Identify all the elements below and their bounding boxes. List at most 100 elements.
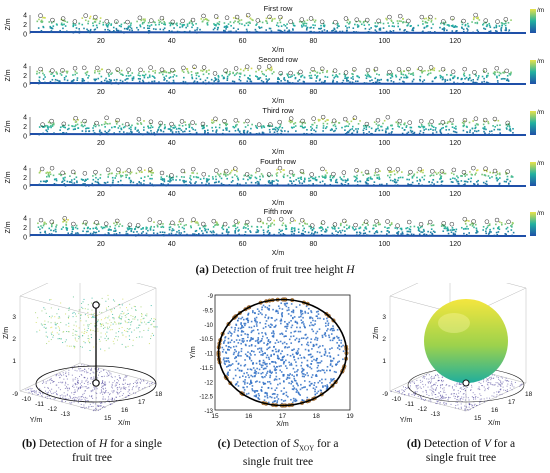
z-tick-label: 2 [12,336,16,343]
row-title: Fourth row [260,157,296,166]
x-tick-label: 20 [97,89,105,96]
x-tick-label: 18 [313,413,321,420]
caption-c-line2: single fruit tree [242,456,314,469]
y-tick-label: -13 [204,409,213,415]
y-tick-label: 0 [23,134,27,141]
x-tick-label: 18 [525,391,533,398]
caption-a-symbol: H [346,264,355,276]
caption-b-symbol: H [99,438,108,450]
colorbar [530,162,536,186]
colorbar [530,212,536,236]
x-tick-label: 20 [97,38,105,45]
x-tick-label: 40 [168,38,176,45]
colorbar-label: /m [537,160,544,167]
colorbar [530,111,536,135]
axis-box-edge [19,295,97,317]
y-tick-label: 0 [23,185,27,192]
caption-d: (d) Detection of V for a single fruit tr… [372,437,550,465]
x-tick-label: 15 [474,415,482,422]
row-chart-5: Fifth row 0 2 4 Z/m 20 40 60 80 100 120 X/m/m [5,207,544,257]
x-tick-label: 60 [239,140,247,147]
colorbar-label: /m [537,7,544,14]
x-tick-label: 60 [239,38,247,45]
caption-a: (a) Detection of fruit tree height H [0,263,550,277]
y-tick-label: -9 [382,391,388,398]
x-tick-label: 40 [168,191,176,198]
y-tick-label: -9.5 [203,308,214,314]
axis-box-edge [95,287,157,317]
y-tick-label: 0 [23,83,27,90]
y-tick-label: -9 [12,391,18,398]
caption-b: (b) Detection of H for a single fruit tr… [2,437,182,465]
y-tick-label: 2 [23,22,27,29]
caption-b-line1b: for a single [110,438,162,450]
row-title: First row [264,4,293,13]
x-tick-label: 20 [97,241,105,248]
x-axis-label: X/m [272,149,285,156]
colorbar [530,60,536,84]
ground-line [29,82,527,85]
x-tick-label: 80 [310,38,318,45]
y-tick-label: -11 [35,401,44,408]
row-title: Second row [258,55,298,64]
y-tick-label: 4 [23,166,27,173]
x-axis-label: X/m [272,98,285,105]
bottom-marker [92,379,100,387]
y-axis-label: Z/m [5,120,12,132]
axis-box-edge [389,283,419,297]
z-axis-label: Z/m [373,327,380,339]
caption-b-line2: fruit tree [72,452,112,464]
x-tick-label: 120 [449,38,461,45]
axis-box-edge [506,283,527,289]
row-title: Fifth row [264,207,293,216]
x-tick-label: 15 [104,415,112,422]
x-tick-label: 60 [239,89,247,96]
caption-c: (c) Detection of SXOY for a single fruit… [188,437,368,469]
tree-points [37,216,515,237]
ground-line [29,31,527,34]
ground-line [29,234,527,237]
z-tick-label: 3 [382,314,386,321]
row-chart-4: Fourth row 0 2 4 Z/m 20 40 60 80 100 120 X/m/m [5,157,544,207]
caption-c-symbol: S [293,438,299,450]
x-tick-label: 18 [155,391,163,398]
y-tick-label: 4 [23,64,27,71]
x-axis-label: X/m [272,47,285,54]
x-tick-label: 17 [138,399,146,406]
axis-box-edge [19,283,49,297]
caption-d-line2: single fruit tree [425,452,497,464]
x-tick-label: 16 [491,407,499,414]
row-chart-3: Third row 0 2 4 Z/m 20 40 60 80 100 120 X/m/m [5,106,544,156]
x-tick-label: 15 [211,413,219,420]
y-tick-label: -10 [22,396,32,403]
axis-box-edge [136,283,157,289]
x-tick-label: 16 [245,413,253,420]
caption-c-sub: XOY [299,444,315,453]
y-tick-label: -11.5 [200,366,214,372]
y-tick-label: -11 [405,401,414,408]
x-tick-label: 80 [310,89,318,96]
y-axis-label: Y/m [400,417,413,424]
y-tick-label: 2 [23,124,27,131]
x-axis-label: X/m [272,250,285,257]
caption-c-tag: (c) [217,438,231,450]
x-tick-label: 17 [508,399,516,406]
tree-points [38,165,514,187]
y-tick-label: 4 [23,216,27,223]
y-axis-label: Z/m [5,18,12,30]
caption-d-symbol: V [483,438,491,450]
caption-d-line1: Detection of [423,438,481,450]
x-tick-label: 120 [449,89,461,96]
x-axis-label: X/m [118,420,131,427]
caption-d-tag: (d) [406,438,421,450]
y-tick-label: -12.5 [199,395,213,401]
y-tick-label: -10.5 [199,337,213,343]
y-tick-label: -12 [204,380,213,386]
tree-points [36,12,512,34]
z-tick-label: 3 [12,314,16,321]
x-tick-label: 16 [121,407,129,414]
x-tick-label: 60 [239,191,247,198]
caption-d-line1b: for a [493,438,516,450]
tree-points [38,114,514,136]
